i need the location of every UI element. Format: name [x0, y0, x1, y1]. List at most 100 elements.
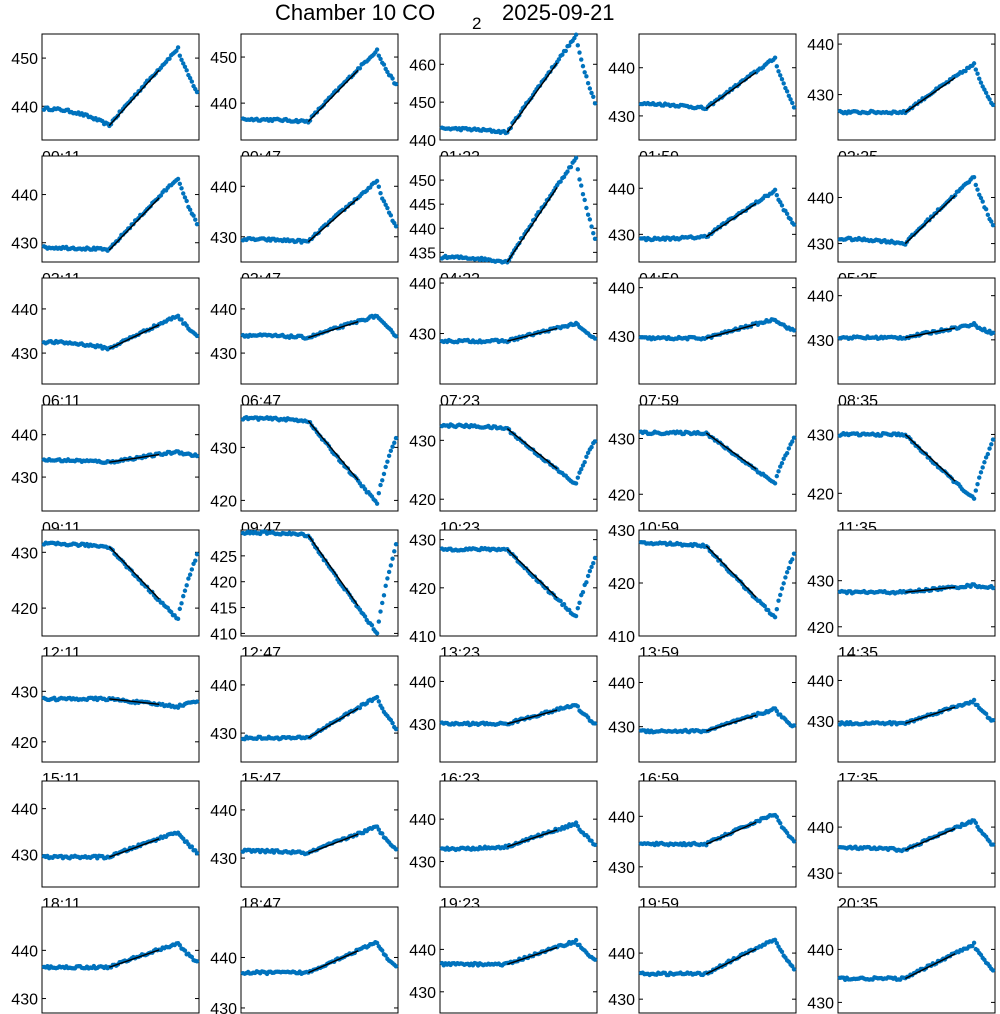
data-point	[778, 73, 783, 78]
data-point	[791, 967, 797, 972]
data-point	[393, 435, 399, 441]
data-point	[175, 176, 181, 182]
fit-line	[706, 714, 757, 732]
data-point	[774, 192, 780, 198]
data-point	[573, 481, 579, 486]
data-point	[191, 213, 196, 218]
data-point	[184, 583, 189, 588]
data-point	[182, 948, 188, 953]
data-point	[194, 851, 200, 856]
data-point	[393, 224, 399, 229]
y-tick-label: 430	[11, 545, 38, 562]
data-point	[776, 469, 781, 474]
axes-box	[837, 780, 996, 888]
data-point	[975, 71, 980, 76]
y-tick-label: 410	[210, 626, 237, 643]
data-point	[388, 448, 394, 453]
data-point	[786, 565, 792, 571]
data-point	[386, 569, 392, 575]
data-point	[194, 221, 200, 227]
fit-line	[307, 197, 359, 243]
data-point	[383, 953, 388, 958]
data-point	[592, 336, 598, 341]
data-point	[592, 555, 598, 561]
data-point	[973, 488, 979, 493]
data-point	[179, 57, 184, 62]
y-tick-label: 420	[608, 576, 635, 593]
data-point	[973, 820, 979, 826]
y-tick-label: 430	[608, 227, 635, 244]
fit-line	[705, 202, 757, 238]
data-point	[971, 697, 977, 703]
data-point	[357, 66, 363, 71]
data-point	[194, 333, 200, 339]
data-point	[575, 823, 581, 829]
data-point	[774, 473, 780, 479]
axes-box	[638, 780, 797, 888]
data-point	[184, 68, 189, 73]
axes-box	[240, 404, 399, 512]
title-subscript: 2	[472, 14, 482, 33]
y-tick-label: 430	[807, 995, 834, 1012]
data-point	[577, 50, 582, 55]
data-point	[990, 585, 996, 591]
axes-box	[41, 906, 200, 1014]
data-point	[194, 89, 200, 95]
axes-box	[41, 529, 200, 637]
data-point	[175, 313, 181, 319]
data-point	[990, 223, 996, 228]
data-point	[790, 439, 795, 444]
y-tick-label: 430	[608, 109, 635, 126]
y-tick-label: 430	[807, 574, 834, 591]
fit-line	[109, 453, 160, 463]
fit-line	[904, 433, 956, 482]
data-point	[575, 43, 581, 48]
data-point	[786, 446, 792, 451]
y-tick-label: 440	[807, 942, 834, 959]
data-point	[983, 90, 989, 96]
data-point	[579, 183, 584, 188]
data-point	[585, 573, 591, 579]
fit-line	[507, 709, 558, 725]
y-tick-label: 430	[409, 855, 436, 872]
data-point	[573, 613, 579, 619]
axes-box	[837, 33, 996, 141]
y-tick-label: 430	[409, 717, 436, 734]
data-point	[584, 580, 589, 585]
y-tick-label: 420	[409, 581, 436, 598]
y-tick-label: 415	[210, 601, 237, 618]
data-point	[380, 831, 385, 836]
panel: 43044003:11	[11, 155, 200, 288]
data-point	[374, 940, 380, 946]
y-tick-label: 440	[807, 190, 834, 207]
panel: 43044001:59	[608, 33, 797, 166]
data-point	[791, 222, 797, 227]
data-point	[376, 184, 382, 189]
data-point	[175, 616, 181, 622]
data-point	[779, 460, 785, 466]
data-point	[177, 606, 183, 612]
data-point	[985, 212, 991, 218]
data-point	[990, 718, 996, 723]
y-tick-label: 430	[409, 533, 436, 550]
data-point	[762, 603, 767, 609]
panel: 43544044545004:23	[409, 155, 598, 288]
data-point	[592, 236, 598, 241]
y-tick-label: 430	[210, 726, 237, 743]
data-point	[784, 211, 790, 217]
data-point	[585, 212, 591, 217]
data-point	[357, 705, 363, 711]
y-tick-label: 430	[11, 992, 38, 1009]
data-point	[378, 609, 383, 614]
fit-line	[905, 953, 956, 980]
data-point	[376, 53, 382, 58]
y-tick-label: 420	[210, 575, 237, 592]
data-point	[990, 102, 996, 108]
data-point	[788, 216, 793, 222]
data-point	[791, 105, 797, 110]
data-point	[779, 77, 785, 82]
data-point	[982, 87, 987, 92]
